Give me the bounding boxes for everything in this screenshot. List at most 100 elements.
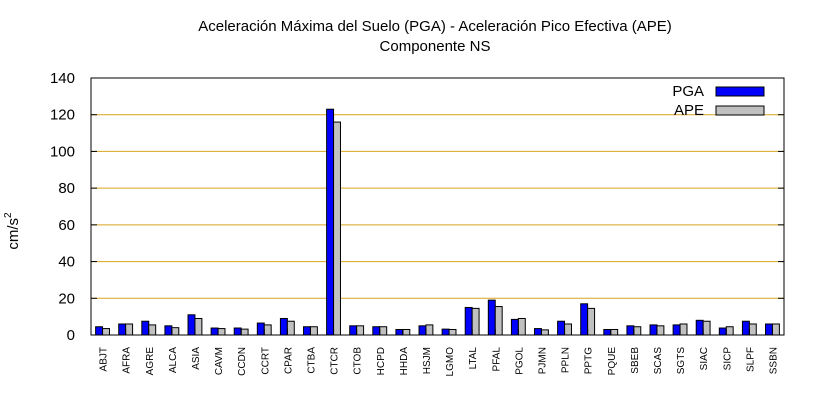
- x-category-label: PJMN: [537, 347, 548, 374]
- bar-pga-scas: [649, 324, 658, 336]
- bar-pga-cpar: [279, 317, 288, 336]
- bar-ape-pfal: [494, 306, 503, 336]
- bar-ape-pque: [610, 328, 619, 336]
- y-tick-label: 80: [58, 180, 75, 197]
- legend-swatch-pga: [715, 86, 765, 97]
- bar-ape-cavm: [217, 328, 226, 336]
- x-category-label: PFAL: [491, 347, 502, 372]
- bar-ape-sbeb: [633, 326, 642, 336]
- y-axis-label-exponent: 2: [3, 212, 14, 218]
- bar-pga-slpf: [741, 320, 750, 336]
- bar-ape-ltal: [471, 307, 480, 336]
- x-category-label: CTBA: [306, 347, 317, 374]
- x-category-label: PGOL: [514, 347, 525, 375]
- bar-pga-sicp: [718, 327, 727, 336]
- bar-ape-ssbn: [771, 323, 780, 336]
- y-tick-label: 140: [50, 70, 75, 87]
- bars: [95, 108, 780, 336]
- legend-label-pga: PGA: [672, 83, 704, 100]
- bar-ape-siac: [702, 320, 711, 336]
- bar-pga-ssbn: [765, 323, 773, 336]
- x-category-label: SLPF: [745, 347, 756, 372]
- y-ticks: 0 20 40 60 80 100 120 140: [50, 70, 784, 344]
- bar-ape-asia: [194, 317, 203, 336]
- legend-label-ape: APE: [674, 102, 704, 119]
- bar-ape-ccrt: [263, 324, 272, 336]
- bar-ape-ppln: [564, 323, 572, 336]
- bar-ape-sicp: [725, 326, 734, 336]
- chart-title: Aceleración Máxima del Suelo (PGA) - Ace…: [198, 18, 672, 35]
- bar-pga-alca: [164, 325, 173, 336]
- x-category-label: CAVM: [214, 347, 225, 375]
- bar-pga-ctba: [303, 326, 311, 336]
- x-category-label: ABJT: [99, 347, 110, 371]
- bar-ape-pgol: [517, 317, 526, 336]
- bar-ape-ctba: [309, 326, 318, 336]
- x-category-label: LTAL: [468, 347, 479, 370]
- bar-ape-agre: [148, 324, 157, 336]
- x-category-label: HHDA: [399, 347, 410, 376]
- x-category-label: SGTS: [676, 347, 687, 375]
- x-category-label: SICP: [722, 347, 733, 371]
- y-tick-label: 20: [58, 290, 75, 307]
- bar-ape-abjt: [102, 328, 110, 336]
- bar-pga-siac: [695, 319, 704, 336]
- x-category-label: CCDN: [237, 347, 248, 376]
- bar-pga-ltal: [464, 306, 473, 336]
- legend: PGA APE: [672, 83, 765, 119]
- x-category-label: AFRA: [122, 347, 133, 374]
- bar-ape-hcpd: [379, 326, 388, 336]
- bar-ape-ccdn: [240, 328, 249, 336]
- bar-ape-sgts: [679, 323, 688, 336]
- x-category-label: CPAR: [283, 347, 294, 374]
- bar-pga-pptg: [580, 303, 589, 336]
- x-category-label: CTOB: [353, 347, 364, 375]
- bar-pga-ccdn: [233, 327, 242, 336]
- bar-pga-asia: [187, 314, 196, 336]
- x-category-label: PPTG: [584, 347, 595, 374]
- bar-ape-pjmn: [540, 329, 549, 336]
- chart-subtitle: Componente NS: [380, 38, 491, 55]
- bar-pga-cavm: [210, 327, 219, 336]
- bar-pga-sgts: [672, 324, 681, 336]
- bar-pga-afra: [118, 323, 127, 336]
- bar-ape-slpf: [748, 323, 757, 336]
- legend-swatch-ape: [715, 105, 765, 116]
- y-tick-label: 60: [58, 217, 75, 234]
- bar-pga-pque: [603, 328, 612, 336]
- bar-pga-hcpd: [372, 326, 381, 336]
- y-tick-label: 120: [50, 107, 75, 124]
- bar-ape-scas: [656, 325, 665, 336]
- x-category-label: SBEB: [630, 347, 641, 374]
- y-tick-label: 0: [67, 327, 75, 344]
- x-category-label: PPLN: [561, 347, 572, 373]
- y-tick-label: 100: [50, 143, 75, 160]
- x-category-label: AGRE: [145, 347, 156, 376]
- bar-pga-pfal: [487, 299, 496, 336]
- x-category-label: HSJM: [422, 347, 433, 374]
- x-category-label: CTCR: [330, 347, 341, 375]
- bar-pga-hsjm: [418, 325, 427, 336]
- x-category-label: CCRT: [260, 347, 271, 375]
- plot-frame: [90, 77, 785, 336]
- x-category-labels: ABJT AFRA AGRE ALCA ASIA CAVM CCDN CCRT CPAR CTBA…: [99, 329, 779, 376]
- bar-ape-hhda: [402, 328, 411, 336]
- bar-pga-ctcr: [326, 108, 335, 336]
- y-axis-label-unit: cm/s: [5, 218, 22, 250]
- x-category-label: ASIA: [191, 347, 202, 370]
- x-category-label: SIAC: [699, 347, 710, 370]
- bar-ape-hsjm: [425, 324, 434, 336]
- bar-pga-pjmn: [534, 328, 542, 336]
- x-category-label: HCPD: [376, 347, 387, 375]
- bar-ape-ctcr: [333, 121, 341, 336]
- bar-ape-ctob: [356, 325, 365, 336]
- bar-pga-ppln: [557, 320, 566, 336]
- bar-ape-pptg: [587, 307, 596, 336]
- bar-pga-abjt: [95, 326, 104, 336]
- bar-pga-agre: [141, 320, 150, 336]
- bar-ape-cpar: [286, 320, 295, 336]
- bar-pga-pgol: [510, 318, 519, 336]
- x-category-label: SSBN: [768, 347, 779, 374]
- x-category-label: SCAS: [653, 347, 664, 375]
